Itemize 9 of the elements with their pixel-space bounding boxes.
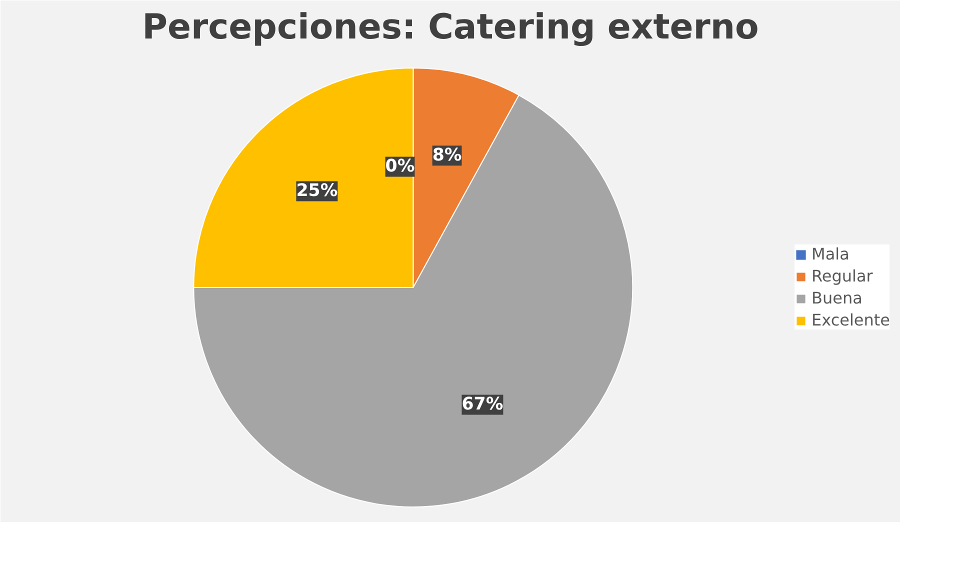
data-label: 8% <box>432 146 462 166</box>
chart-title: Percepciones: Catering externo <box>142 8 759 48</box>
data-label: 67% <box>462 394 504 415</box>
legend-label: Regular <box>812 266 873 286</box>
legend-label: Mala <box>812 244 850 264</box>
legend-label: Buena <box>812 288 862 308</box>
data-label: 25% <box>296 181 338 202</box>
text: 0% <box>385 156 415 177</box>
legend-label: Excelente <box>812 310 890 330</box>
